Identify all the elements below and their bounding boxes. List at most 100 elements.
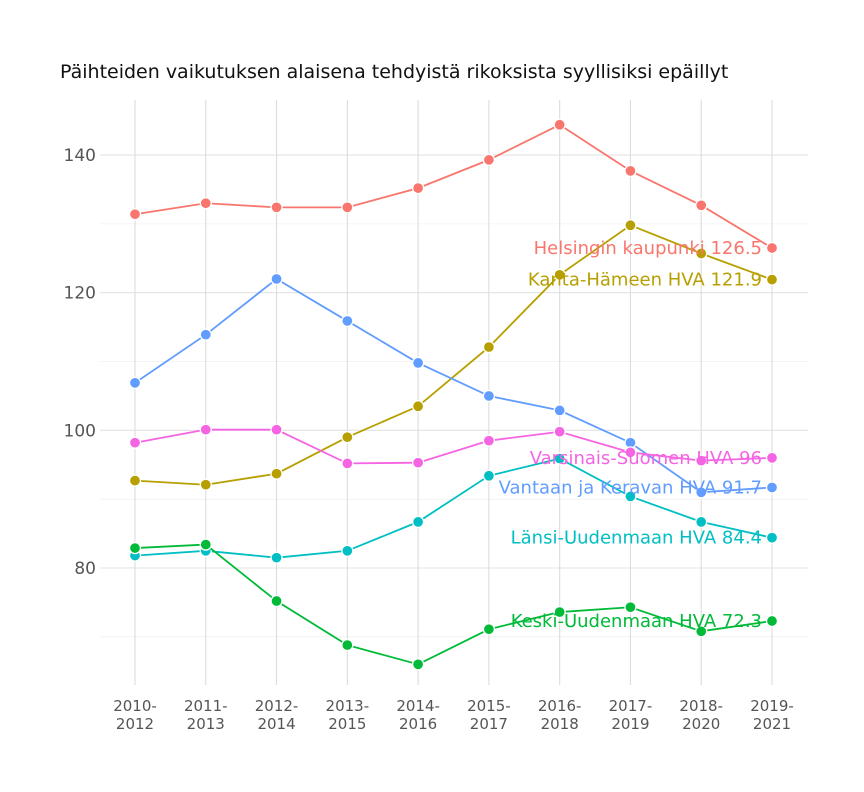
x-tick-label: 2016 [399,715,437,733]
data-point [411,658,425,671]
end-label: Varsinais-Suomen HVA 96 [530,448,762,469]
data-point [482,434,496,447]
data-point [482,153,496,167]
series-vantaan-ja-keravan-hva [128,272,779,499]
data-point [765,451,779,465]
data-point [270,467,283,480]
x-tick-label: 2013- [326,697,370,715]
x-tick-label: 2014 [257,715,295,733]
x-tick-label: 2016- [538,697,582,715]
series-line [134,123,773,249]
x-tick-label: 2017- [609,697,653,715]
data-point [411,400,425,413]
end-label: Vantaan ja Keravan HVA 91.7 [499,477,762,498]
grid [100,100,808,685]
series-line [134,543,773,666]
data-point [199,538,212,551]
data-point [270,551,283,564]
data-point [765,481,779,494]
data-point [765,241,779,255]
series-group [128,118,779,671]
data-point [695,515,708,529]
data-point [482,340,496,354]
data-point [482,469,496,482]
y-tick-label: 100 [64,421,96,441]
data-point [270,201,283,214]
x-tick-label: 2018- [679,697,723,715]
x-tick-label: 2015 [328,715,366,733]
data-point [341,201,354,214]
series-l-nsi-uudenmaan-hva [128,452,779,564]
x-tick-label: 2017 [470,715,508,733]
x-tick-label: 2019- [750,697,794,715]
end-label: Länsi-Uudenmaan HVA 84.4 [511,528,762,549]
data-point [624,219,637,232]
data-point [482,623,496,636]
data-point [695,454,708,467]
data-point [624,601,637,614]
data-point [270,423,283,436]
data-point [341,457,354,470]
series-line [134,277,773,494]
x-tick-label: 2020 [682,715,720,733]
data-point [765,614,779,628]
y-axis: 80 100 120 140 [64,146,96,579]
data-point [411,515,425,529]
data-point [411,356,425,370]
series-line [134,224,773,486]
series-line [134,457,773,559]
data-point [199,328,212,341]
data-point [199,197,212,210]
data-point [553,605,566,619]
data-point [128,541,142,555]
y-tick-label: 140 [64,146,96,166]
data-point [765,531,779,544]
data-point [128,208,142,221]
data-point [270,272,283,286]
x-tick-label: 2021 [753,715,791,733]
data-point [695,625,708,638]
data-point [553,452,566,465]
end-label: Keski-Uudenmaan HVA 72.3 [511,611,762,632]
data-point [695,486,708,499]
x-tick-label: 2015- [467,697,511,715]
data-point [624,446,637,459]
data-point [128,474,142,487]
x-tick-label: 2018 [541,715,579,733]
x-tick-label: 2019 [611,715,649,733]
series-varsinais-suomen-hva [128,423,779,470]
data-point [553,425,566,438]
series-kanta-h-meen-hva [128,219,779,491]
x-tick-label: 2013 [187,715,225,733]
data-point [624,490,637,503]
chart-title: Päihteiden vaikutuksen alaisena tehdyist… [60,61,728,83]
series-line [134,428,773,465]
data-point [270,594,283,608]
end-label: Helsingin kaupunki 126.5 [534,238,762,259]
data-point [553,268,566,281]
y-tick-label: 80 [74,559,96,579]
x-tick-label: 2012 [116,715,154,733]
data-point [695,199,708,212]
end-labels: Helsingin kaupunki 126.5 Kanta-Hämeen HVA… [499,238,762,632]
data-point [482,389,496,403]
data-point [411,181,425,195]
x-tick-label: 2014- [396,697,440,715]
series-helsingin-kaupunki [128,118,779,255]
data-point [341,638,354,652]
series-keski-uudenmaan-hva [128,538,779,671]
data-point [341,431,354,444]
x-tick-label: 2011- [184,697,228,715]
data-point [199,423,212,436]
x-tick-label: 2012- [255,697,299,715]
data-point [553,404,566,417]
data-point [553,118,566,131]
data-point [128,376,142,390]
data-point [341,544,354,557]
data-point [695,247,708,260]
x-tick-label: 2010- [113,697,157,715]
data-point [199,478,212,491]
data-point [411,456,425,469]
data-point [765,273,779,286]
